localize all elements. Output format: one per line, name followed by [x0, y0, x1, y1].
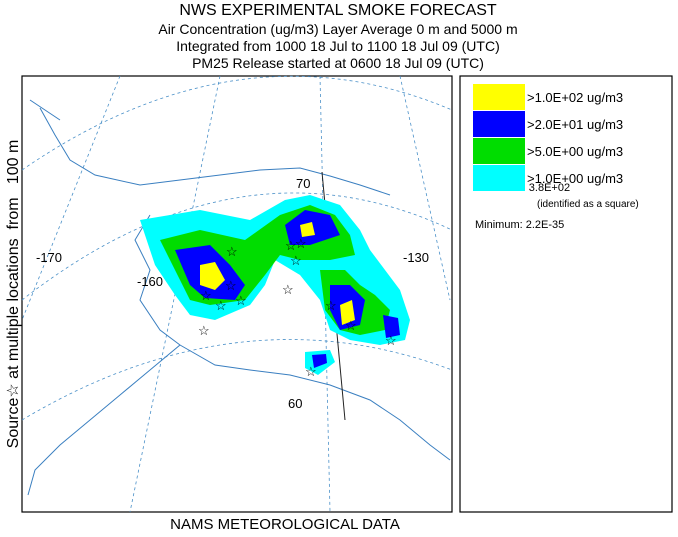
subtitle: PM25 Release started at 0600 18 Jul 09 (…	[192, 55, 484, 71]
svg-text:☆: ☆	[345, 318, 357, 333]
legend-label: >2.0E+01 ug/m3	[527, 117, 623, 132]
minimum: Minimum: 2.2E-35	[475, 219, 564, 231]
subtitle: Integrated from 1000 18 Jul to 1100 18 J…	[176, 38, 499, 54]
svg-text:☆: ☆	[385, 333, 397, 348]
subtitle: Air Concentration (ug/m3) Layer Average …	[158, 21, 517, 37]
svg-text:☆: ☆	[305, 364, 317, 379]
legend-swatch	[473, 138, 525, 164]
svg-text:☆: ☆	[200, 288, 212, 303]
side-label: Source☆ at multiple locations from 100 m	[5, 140, 22, 449]
svg-text:☆: ☆	[225, 278, 237, 293]
legend-label: >5.0E+00 ug/m3	[527, 144, 623, 159]
legend-swatch	[473, 84, 525, 110]
svg-text:☆: ☆	[215, 298, 227, 313]
source-stars: ☆☆ ☆☆ ☆☆ ☆☆ ☆☆ ☆☆ ☆☆	[198, 236, 397, 379]
grid-label: -130	[403, 250, 429, 265]
svg-text:☆: ☆	[226, 244, 238, 259]
legend-swatch	[473, 165, 525, 191]
grid-label: -170	[36, 250, 62, 265]
footer: NAMS METEOROLOGICAL DATA	[170, 516, 400, 532]
svg-text:☆: ☆	[285, 238, 297, 253]
map-panel: ☆☆ ☆☆ ☆☆ ☆☆ ☆☆ ☆☆ ☆☆ -170 -160 70 -130 6…	[21, 75, 453, 513]
maximum-note: (identified as a square)	[537, 199, 639, 210]
svg-text:☆: ☆	[198, 323, 210, 338]
svg-text:☆: ☆	[295, 236, 307, 251]
grid-label: -160	[137, 274, 163, 289]
legend-label: >1.0E+02 ug/m3	[527, 90, 623, 105]
grid-label: 60	[288, 396, 302, 411]
svg-text:☆: ☆	[325, 298, 337, 313]
svg-text:☆: ☆	[282, 282, 294, 297]
grid-label: 70	[296, 176, 310, 191]
title: NWS EXPERIMENTAL SMOKE FORECAST	[179, 2, 497, 19]
legend-swatch	[473, 111, 525, 137]
legend-panel: Maximum: 3.8E+02 (identified as a square…	[459, 75, 673, 513]
legend-label: >1.0E+00 ug/m3	[527, 171, 623, 186]
smoke-plume	[140, 195, 410, 375]
svg-text:☆: ☆	[290, 253, 302, 268]
svg-text:☆: ☆	[235, 293, 247, 308]
